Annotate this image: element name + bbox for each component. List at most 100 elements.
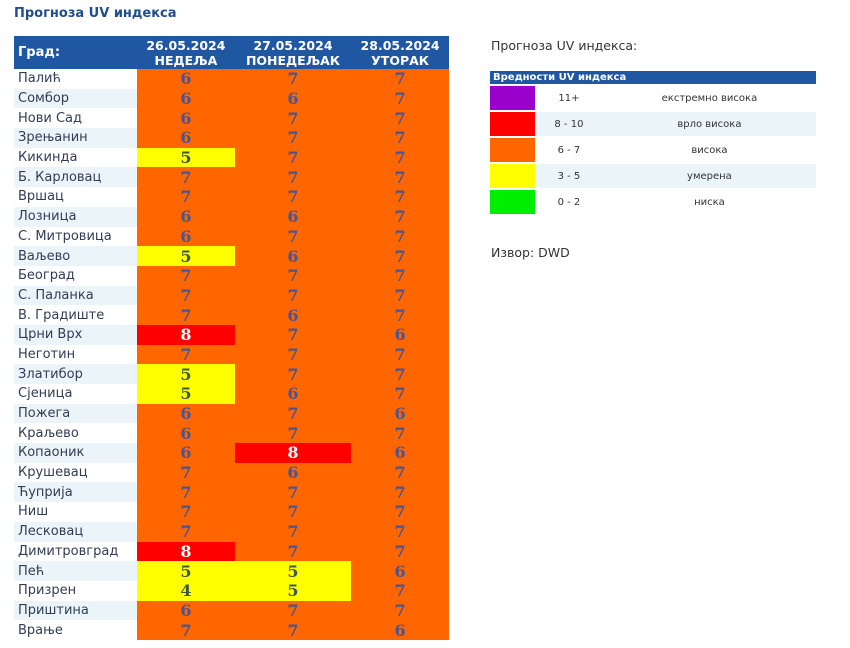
uv-value-cell: 7 — [137, 187, 235, 207]
legend-row: 11+ екстремно висока — [490, 86, 816, 110]
header-weekday: УТОРАК — [371, 52, 429, 68]
table-row: Пећ 5 5 6 — [14, 561, 449, 581]
uv-value-cell: 6 — [137, 69, 235, 89]
city-name: Приштина — [14, 600, 137, 621]
city-name: Златибор — [14, 364, 137, 384]
table-row: Палић 6 7 7 — [14, 69, 449, 89]
legend-row: 6 - 7 висока — [490, 138, 816, 162]
uv-legend-table: Вредности UV индекса 11+ екстремно висока… — [490, 69, 816, 216]
table-row: Зрењанин 6 7 7 — [14, 128, 449, 148]
legend-color-swatch — [490, 190, 535, 214]
table-row: Ваљево 5 6 7 — [14, 246, 449, 266]
city-name: Сјеница — [14, 384, 137, 404]
uv-value-cell: 7 — [137, 285, 235, 306]
legend-range: 6 - 7 — [535, 138, 603, 162]
table-row: Ниш 7 7 7 — [14, 502, 449, 522]
uv-value-cell: 7 — [351, 265, 449, 286]
table-row: Б. Карловац 7 7 7 — [14, 167, 449, 188]
uv-value-cell: 7 — [351, 580, 449, 601]
uv-value-cell: 7 — [351, 246, 449, 266]
uv-value-cell: 7 — [351, 462, 449, 483]
uv-value-cell: 7 — [234, 108, 352, 129]
uv-value-cell: 7 — [234, 128, 352, 148]
city-name: В. Градиште — [14, 305, 137, 325]
uv-value-cell: 6 — [137, 108, 235, 129]
uv-value-cell: 6 — [137, 128, 235, 148]
city-name: Нови Сад — [14, 108, 137, 129]
uv-value-cell: 6 — [137, 206, 235, 227]
table-row: Врање 7 7 6 — [14, 620, 449, 640]
uv-value-cell: 7 — [234, 521, 352, 542]
uv-value-cell: 7 — [137, 265, 235, 286]
uv-value-cell: 7 — [351, 423, 449, 444]
city-name: Ваљево — [14, 246, 137, 266]
table-row: Лесковац 7 7 7 — [14, 521, 449, 542]
table-row: С. Митровица 6 7 7 — [14, 226, 449, 247]
uv-value-cell: 7 — [351, 305, 449, 325]
uv-value-cell: 7 — [351, 285, 449, 306]
uv-forecast-table: Град: 26.05.2024 НЕДЕЉА 27.05.2024 ПОНЕДЕЉ… — [14, 36, 449, 640]
uv-value-cell: 5 — [137, 384, 235, 404]
legend-label: екстремно висока — [602, 86, 816, 110]
uv-value-cell: 8 — [137, 541, 235, 562]
uv-value-cell: 7 — [351, 69, 449, 89]
uv-value-cell: 7 — [234, 620, 352, 640]
uv-value-cell: 8 — [234, 443, 352, 463]
city-name: Лесковац — [14, 521, 137, 542]
table-row: Димитровград 8 7 7 — [14, 541, 449, 562]
legend-color-swatch — [490, 112, 535, 136]
uv-value-cell: 6 — [137, 88, 235, 109]
uv-value-cell: 6 — [351, 561, 449, 581]
city-name: Вршац — [14, 187, 137, 207]
uv-value-cell: 6 — [137, 600, 235, 621]
table-row: Сомбор 6 6 7 — [14, 88, 449, 109]
city-name: Црни Врх — [14, 324, 137, 345]
uv-value-cell: 7 — [351, 521, 449, 542]
uv-value-cell: 6 — [351, 324, 449, 345]
uv-value-cell: 7 — [351, 482, 449, 503]
city-name: С. Паланка — [14, 285, 137, 306]
uv-value-cell: 5 — [137, 561, 235, 581]
legend-row: 8 - 10 врло висока — [490, 112, 816, 136]
uv-value-cell: 7 — [351, 541, 449, 562]
table-row: Вршац 7 7 7 — [14, 187, 449, 207]
legend-label: врло висока — [602, 112, 816, 136]
uv-value-cell: 7 — [234, 423, 352, 444]
uv-value-cell: 7 — [234, 285, 352, 306]
city-name: Кикинда — [14, 147, 137, 168]
city-name: Зрењанин — [14, 128, 137, 148]
uv-value-cell: 6 — [234, 462, 352, 483]
uv-value-cell: 7 — [234, 600, 352, 621]
legend-subtitle: Прогноза UV индекса: — [491, 38, 638, 53]
table-row: В. Градиште 7 6 7 — [14, 305, 449, 325]
uv-value-cell: 6 — [234, 305, 352, 325]
table-row: Нови Сад 6 7 7 — [14, 108, 449, 129]
uv-value-cell: 7 — [351, 147, 449, 168]
uv-value-cell: 5 — [137, 364, 235, 384]
uv-value-cell: 6 — [351, 403, 449, 424]
uv-value-cell: 7 — [351, 364, 449, 384]
uv-value-cell: 5 — [137, 246, 235, 266]
table-row: Приштина 6 7 7 — [14, 600, 449, 621]
uv-value-cell: 7 — [137, 305, 235, 325]
uv-value-cell: 8 — [137, 324, 235, 345]
day-column-header: 27.05.2024 ПОНЕДЕЉАК — [234, 36, 352, 69]
table-row: Краљево 6 7 7 — [14, 423, 449, 444]
city-name: Крушевац — [14, 462, 137, 483]
uv-value-cell: 7 — [351, 226, 449, 247]
table-row: Сјеница 5 6 7 — [14, 384, 449, 404]
header-weekday: НЕДЕЉА — [154, 52, 218, 68]
uv-value-cell: 7 — [137, 620, 235, 640]
uv-value-cell: 7 — [137, 167, 235, 188]
page-title: Прогноза UV индекса — [14, 6, 177, 21]
uv-value-cell: 5 — [137, 147, 235, 168]
city-name: Пожега — [14, 403, 137, 424]
uv-value-cell: 5 — [234, 580, 352, 601]
uv-value-cell: 7 — [137, 502, 235, 522]
city-name: Ћуприја — [14, 482, 137, 503]
uv-value-cell: 7 — [234, 265, 352, 286]
table-row: Лозница 6 6 7 — [14, 206, 449, 227]
legend-label: висока — [602, 138, 816, 162]
uv-value-cell: 7 — [234, 541, 352, 562]
city-name: Призрен — [14, 580, 137, 601]
